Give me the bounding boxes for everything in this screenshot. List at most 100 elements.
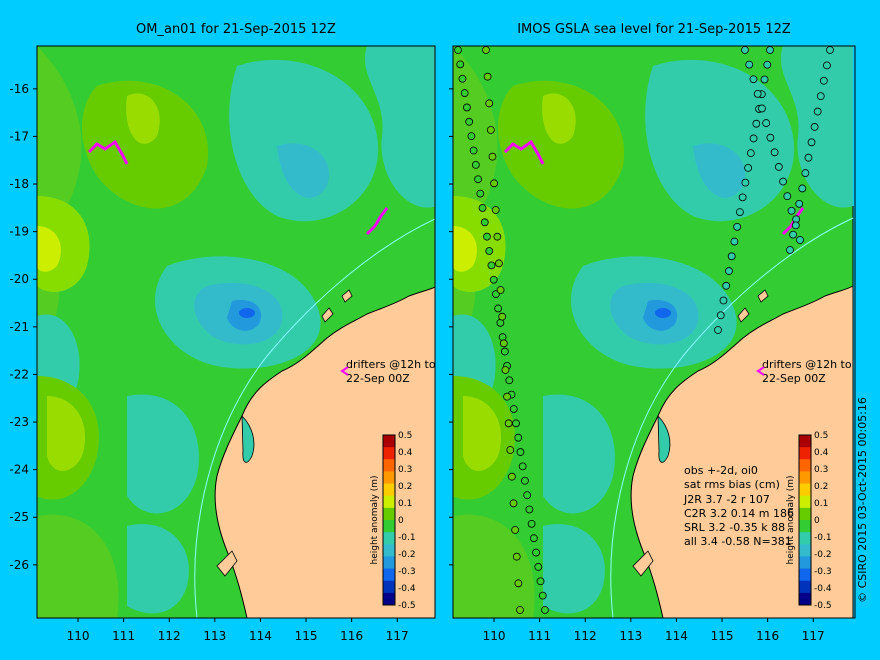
colorbar-swatch (383, 471, 395, 485)
colorbar-tick-label: -0.4 (814, 584, 832, 594)
altimetry-obs-marker (485, 99, 494, 108)
altimetry-obs-marker (523, 491, 532, 500)
colorbar-swatch (383, 580, 395, 594)
altimetry-obs-marker (514, 579, 523, 588)
right-map-panel: 110 111 112 113 114 115 116 117 IMOS GSLA sea le… (449, 22, 856, 643)
altimetry-obs-marker (474, 175, 482, 184)
altimetry-obs-marker (483, 232, 491, 241)
right-drifter-track (503, 139, 545, 165)
left-x-tick-label: 112 (158, 629, 181, 643)
altimetry-obs-marker (753, 89, 762, 98)
right-title: IMOS GSLA sea level for 21-Sep-2015 12Z (517, 22, 791, 37)
colorbar-tick-label: 0.3 (814, 465, 828, 475)
altimetry-obs-marker (494, 304, 503, 313)
colorbar-swatch (383, 556, 395, 570)
colorbar-tick-label: -0.5 (398, 601, 416, 611)
altimetry-obs-marker (752, 119, 761, 128)
colorbar-swatch (799, 447, 811, 460)
altimetry-obs-marker (489, 275, 498, 284)
right-x-tick-label: 115 (711, 629, 734, 643)
colorbar-swatch (799, 592, 811, 606)
altimetry-obs-marker (490, 179, 498, 188)
colorbar-frame (382, 434, 396, 606)
altimetry-obs-marker (741, 178, 750, 187)
right-x-tick-label: 112 (574, 629, 597, 643)
colorbar-swatch (383, 544, 395, 557)
altimetry-obs-marker (816, 92, 825, 101)
colorbar-swatch (383, 447, 395, 460)
altimetry-obs-marker (819, 76, 828, 85)
altimetry-obs-marker (512, 419, 520, 428)
left-x-tick-label: 110 (67, 629, 90, 643)
altimetry-obs-marker (796, 236, 804, 244)
altimetry-obs-marker (504, 419, 513, 428)
right-drifter-note-2: 22-Sep 00Z (762, 372, 826, 385)
colorbar-swatch (383, 483, 395, 497)
colorbar-tick-label: 0.5 (814, 431, 828, 441)
colorbar-swatch (799, 520, 811, 533)
altimetry-obs-marker (774, 163, 783, 171)
altimetry-obs-marker (766, 133, 775, 142)
left-drifter-note-1: drifters @12h to (346, 358, 436, 371)
altimetry-obs-marker (758, 104, 766, 113)
left-y-tick-label: -24 (9, 463, 29, 477)
altimetry-obs-marker (745, 60, 754, 69)
altimetry-obs-marker (532, 548, 540, 557)
left-x-tick-label: 111 (112, 629, 135, 643)
altimetry-obs-marker (789, 230, 797, 239)
altimetry-obs-marker (725, 267, 733, 275)
left-axes-frame (36, 45, 436, 619)
colorbar-swatch (383, 532, 395, 545)
colorbar-swatch (799, 556, 811, 570)
right-drifter-legend-icon (756, 366, 765, 376)
colorbar-tick-label: -0.2 (398, 550, 416, 560)
colorbar-swatch (799, 568, 811, 582)
altimetry-obs-marker (735, 208, 744, 217)
left-drifter-track (87, 139, 129, 165)
altimetry-obs-marker (744, 163, 753, 172)
altimetry-obs-marker (521, 476, 529, 485)
colorbar-swatch (799, 580, 811, 594)
altimetry-obs-marker (810, 123, 819, 131)
altimetry-obs-marker (454, 46, 462, 54)
colorbar-tick-label: -0.2 (814, 550, 832, 560)
altimetry-obs-marker (456, 60, 465, 69)
altimetry-obs-marker (469, 146, 478, 155)
altimetry-obs-marker (749, 134, 758, 143)
altimetry-obs-marker (488, 152, 497, 161)
colorbar-swatch (799, 435, 811, 448)
stats-line1: obs +-2d, oi0 (684, 464, 758, 477)
altimetry-obs-marker (491, 206, 500, 214)
colorbar-swatch (383, 520, 395, 533)
altimetry-obs-marker (826, 46, 834, 54)
colorbar-tick-label: -0.3 (814, 567, 832, 577)
altimetry-obs-marker (738, 193, 747, 202)
left-y-tick-label: -21 (9, 320, 29, 334)
altimetry-obs-marker (538, 591, 547, 600)
colorbar-tick-label: 0.2 (398, 482, 412, 492)
right-drifter-note-1: drifters @12h to (762, 358, 852, 371)
right-axes-frame (452, 45, 856, 619)
colorbar-tick-label: 0.5 (398, 431, 412, 441)
colorbar-swatch (799, 532, 811, 545)
left-colorbar-label: height anomaly (m) (370, 475, 380, 564)
altimetry-obs-marker (813, 107, 822, 116)
right-colorbar-label: height anomaly (m) (786, 475, 796, 564)
colorbar-swatch (383, 507, 395, 521)
altimetry-obs-marker (760, 75, 769, 84)
altimetry-obs-marker (730, 237, 739, 246)
altimetry-obs-marker (529, 534, 538, 543)
left-y-tick-label: -16 (9, 82, 29, 96)
altimetry-obs-marker (516, 448, 525, 456)
colorbar-tick-label: -0.1 (814, 533, 832, 543)
colorbar-tick-label: 0.2 (814, 482, 828, 492)
altimetry-obs-marker (486, 126, 495, 134)
altimetry-obs-marker (478, 204, 487, 212)
altimetry-obs-marker (749, 75, 758, 84)
left-drifter-legend-icon (340, 366, 349, 376)
colorbar-tick-label: 0.1 (814, 499, 828, 509)
altimetry-obs-marker (518, 462, 527, 471)
left-shelf-contour (194, 218, 435, 618)
left-x-tick-label: 116 (340, 629, 363, 643)
